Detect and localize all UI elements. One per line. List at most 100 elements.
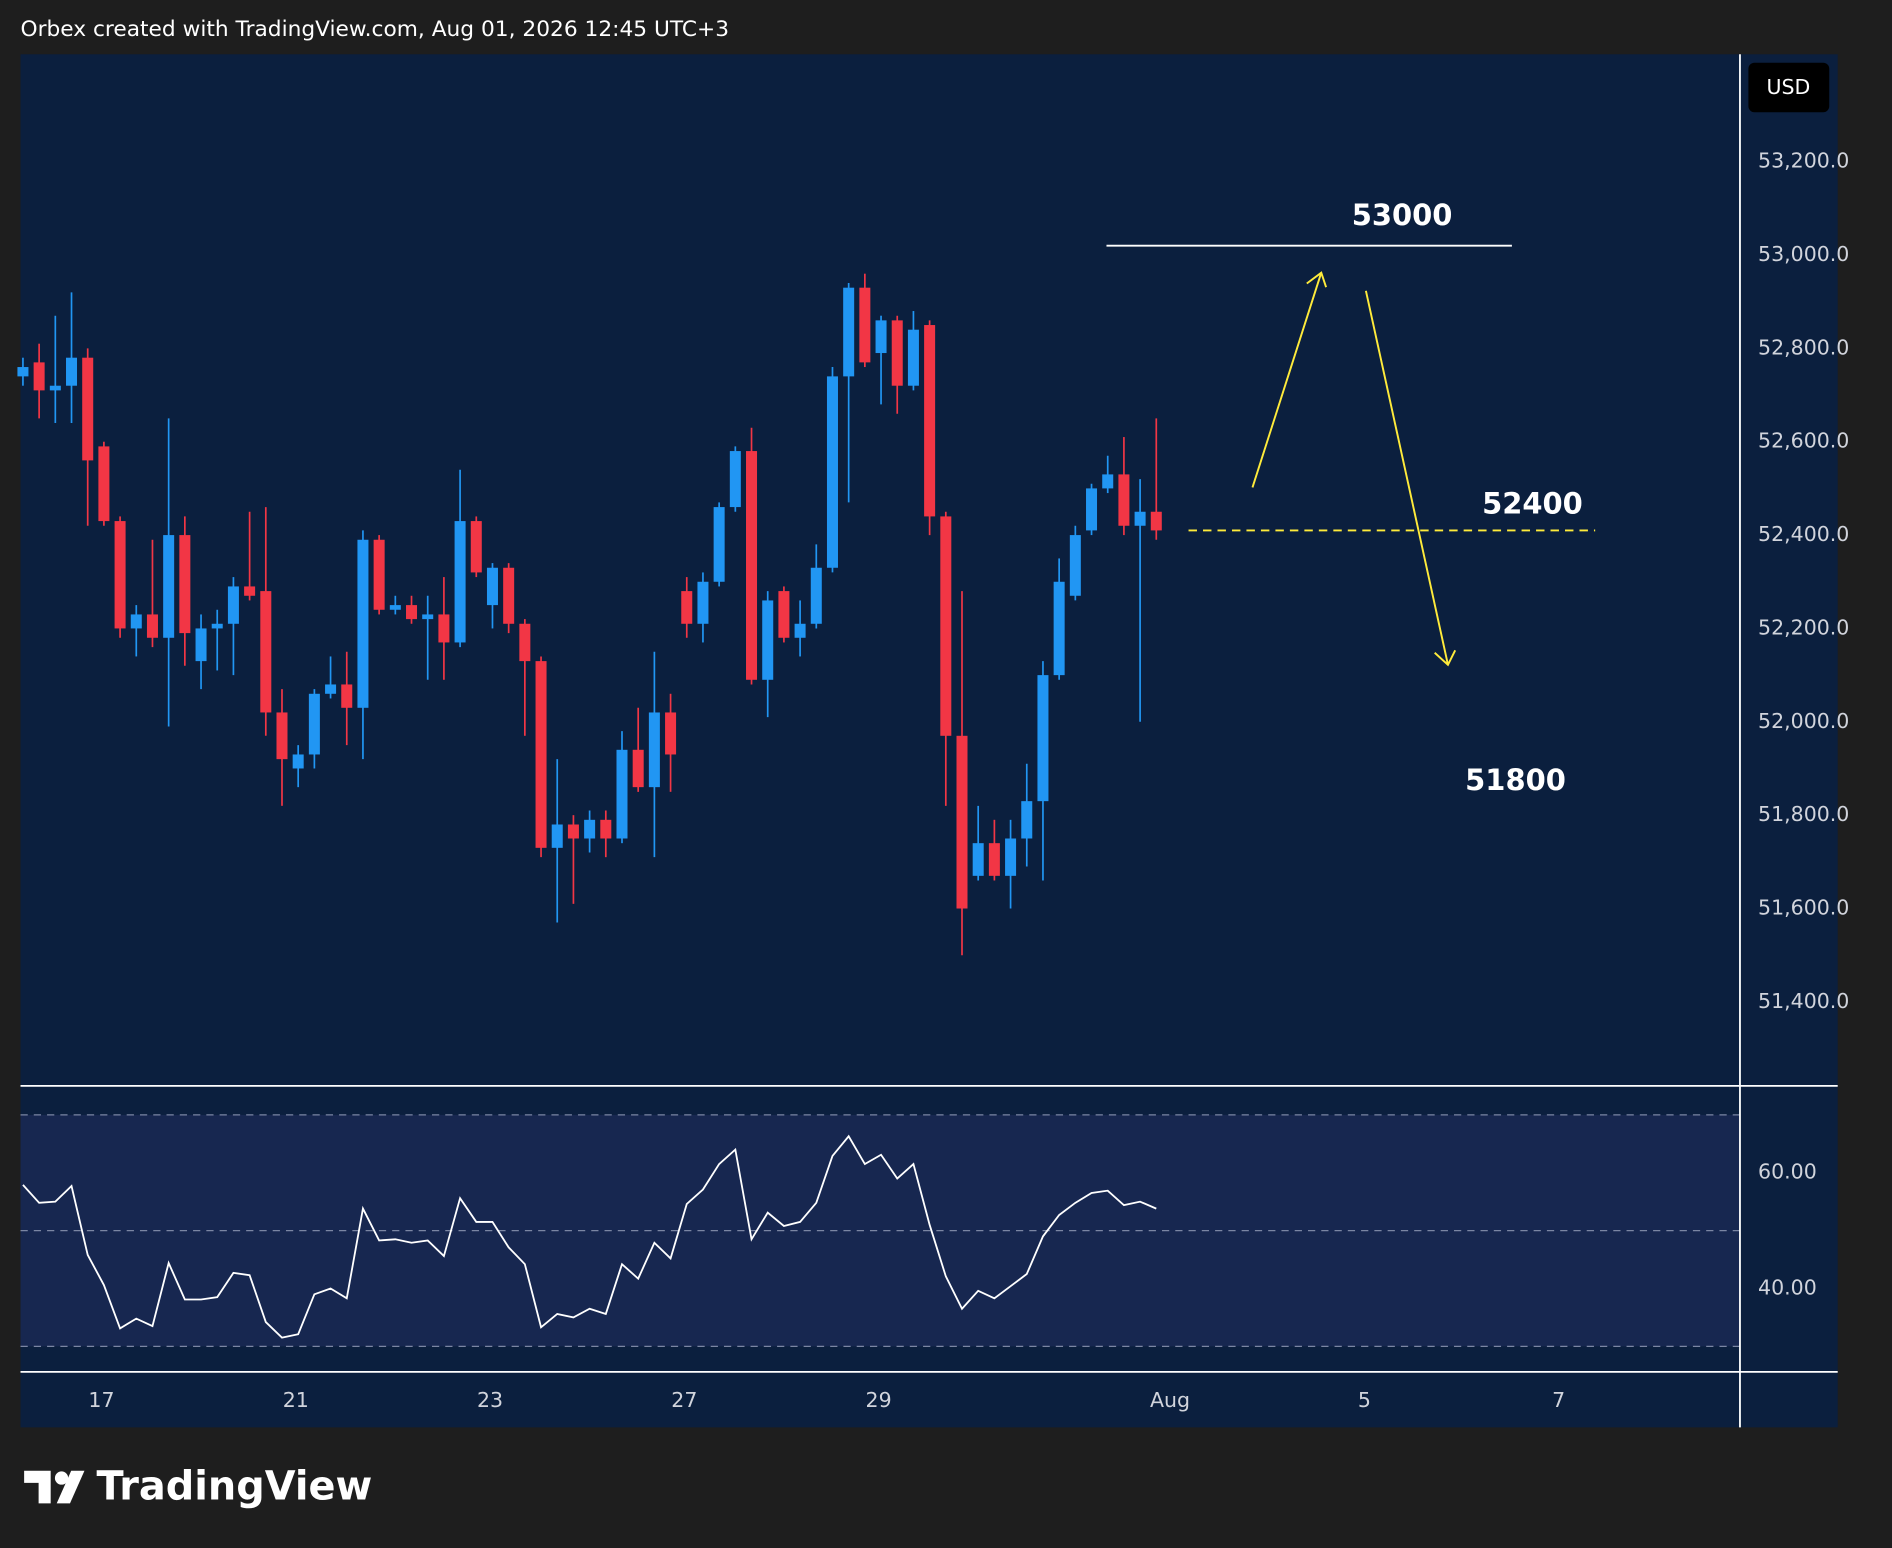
candle-body [260,591,272,713]
candle-body [422,614,434,620]
x-tick-label: 27 [671,1388,697,1412]
candle-body [114,521,126,629]
candle-body [681,591,693,624]
y-tick-label: 40.00 [1758,1275,1817,1299]
candle-body [972,843,984,876]
header: Orbex created with TradingView.com, Aug … [21,17,730,42]
candle-body [1134,511,1146,526]
candle-body [195,628,207,662]
candle-body [325,684,337,694]
currency-box[interactable] [1748,62,1830,113]
y-tick-label: 52,400.0 [1758,522,1849,546]
candle-body [859,287,871,363]
x-tick-label: 21 [283,1388,309,1412]
footer-logo-text: TradingView [97,1463,373,1509]
candle-body [1021,801,1033,839]
candle-body [519,623,531,662]
arrow-up [1251,272,1323,488]
x-tick-label: 5 [1358,1388,1371,1412]
candle-body [1102,474,1114,489]
candle-body [82,357,94,461]
candle-body [49,385,61,391]
candle-body [826,376,838,568]
x-tick-label: 17 [88,1388,114,1412]
logo-mark [54,1471,69,1485]
candle-body [956,735,968,909]
candle-body [503,567,515,624]
arrow-head [1434,649,1457,667]
candle-body [697,581,709,624]
candle-body [648,712,660,788]
candle-body [746,451,758,680]
y-tick-label: 51,400.0 [1758,989,1849,1013]
candle-body [665,712,677,755]
currency: USD [1767,75,1811,99]
candle-body [778,591,790,638]
arrows [1251,271,1457,667]
annotation: 52400 [1482,487,1583,521]
candle-body [551,824,563,848]
rsi-band [20,1114,1740,1347]
candle-body [308,693,320,755]
candle-body [988,843,1000,876]
candle-body [632,749,644,788]
logo-mark [56,1470,85,1504]
candle-body [600,819,612,839]
candle-body [389,605,401,610]
candle-body [907,329,919,386]
rsi-line [22,1134,1157,1339]
y-tick-label: 52,000.0 [1758,709,1849,733]
candle-body [875,320,887,354]
x-tick-label: Aug [1150,1388,1190,1412]
x-tick-label: 7 [1552,1388,1565,1412]
candle-body [1053,581,1065,676]
plot: 51,400.0 51,600.0 51,800.0 52,000.0 52,200.0… [17,149,1849,1412]
candle-body [146,614,158,638]
candle-body [276,712,288,760]
logo [24,1470,85,1504]
candle-body [891,320,903,386]
candle-body [810,567,822,624]
candle-body [357,539,369,708]
y-tick-label: 51,800.0 [1758,802,1849,826]
candle-body [1118,474,1130,526]
candle-body [940,516,952,736]
x-tick-label: 29 [866,1388,892,1412]
candle-body [843,287,855,377]
candle-body [17,367,29,377]
candle-body [470,521,482,573]
candle-body [66,357,78,386]
candle-body [924,325,936,517]
arrow-down [1364,290,1449,666]
candle-body [535,661,547,848]
annotation: 51800 [1465,763,1566,797]
candle-body [1069,535,1081,596]
y-tick-label: 53,200.0 [1758,149,1849,173]
candle-body [227,586,239,624]
candle-body [244,586,256,596]
x-tick-label: 23 [477,1388,503,1412]
candle-body [341,684,353,708]
candle-body [794,623,806,638]
candle-body [1037,675,1049,802]
candle-body [163,535,175,638]
candle-body [1150,511,1162,531]
candle-body [1005,838,1017,876]
candle-body [211,623,223,629]
candle-body [438,614,450,643]
candle-body [729,451,741,508]
candle-body [486,567,498,606]
candle-body [33,362,45,391]
candle-body [762,600,774,680]
candle-body [292,754,304,769]
candle-body [713,507,725,582]
arrow-head [1306,271,1328,288]
candle-body [616,749,628,839]
logo-mark [24,1470,51,1504]
y-tick-label: 52,600.0 [1758,429,1849,453]
y-tick-label: 60.00 [1758,1160,1817,1184]
y-tick-label: 52,800.0 [1758,335,1849,359]
candle-body [130,614,142,629]
candle-body [373,539,385,610]
